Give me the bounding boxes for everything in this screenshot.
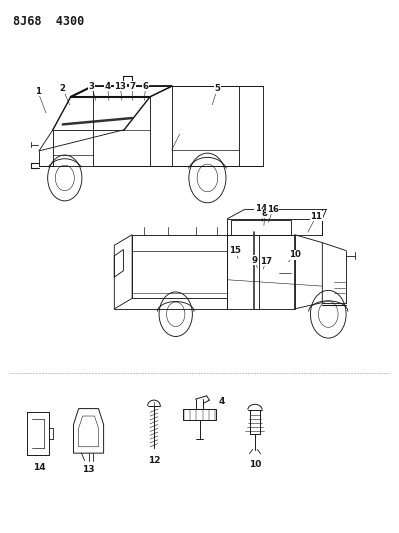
Text: 6: 6 xyxy=(142,82,148,91)
Text: 12: 12 xyxy=(148,456,160,465)
Text: 8: 8 xyxy=(262,209,268,218)
Text: 13: 13 xyxy=(82,465,95,474)
Text: 5: 5 xyxy=(214,84,220,93)
Text: 10: 10 xyxy=(288,251,300,260)
Text: 14: 14 xyxy=(33,463,45,472)
Text: 2: 2 xyxy=(60,84,66,93)
Text: 7: 7 xyxy=(130,82,136,91)
Text: 4: 4 xyxy=(219,397,225,406)
Text: 16: 16 xyxy=(267,205,279,214)
Text: 11: 11 xyxy=(310,212,322,221)
Text: 17: 17 xyxy=(260,257,272,265)
Text: 14: 14 xyxy=(255,204,267,213)
Text: 4: 4 xyxy=(105,82,111,91)
Text: 8J68  4300: 8J68 4300 xyxy=(13,14,85,28)
Text: 15: 15 xyxy=(229,246,241,255)
Text: 9: 9 xyxy=(252,256,258,265)
Text: 13: 13 xyxy=(114,82,126,91)
Text: 10: 10 xyxy=(249,460,261,469)
Text: 3: 3 xyxy=(89,82,95,91)
Text: 1: 1 xyxy=(35,87,41,96)
